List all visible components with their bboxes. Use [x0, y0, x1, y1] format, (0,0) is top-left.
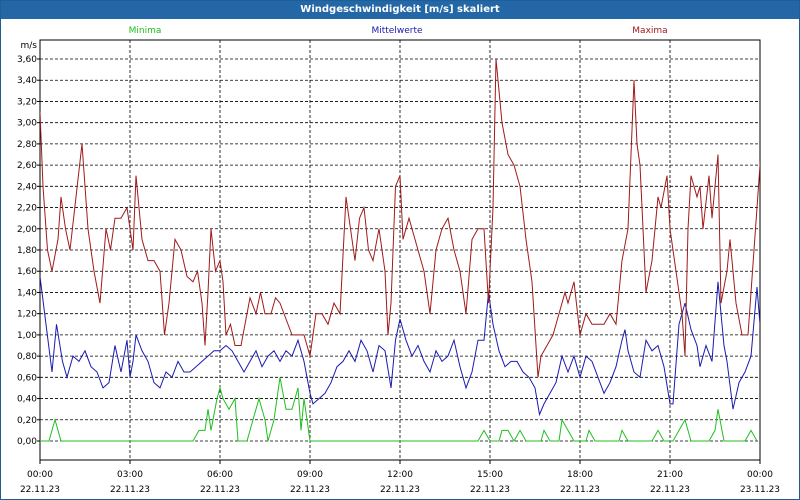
x-tick-date-label: 22.11.23	[470, 485, 510, 495]
y-tick-label: 1,20	[17, 310, 37, 320]
y-tick-label: 1,60	[17, 267, 37, 277]
x-tick-time-label: 12:00	[387, 470, 413, 480]
legend-minima: Minima	[129, 26, 162, 36]
x-tick-date-label: 22.11.23	[20, 485, 60, 495]
y-tick-label: 0,00	[17, 437, 37, 447]
legend-maxima: Maxima	[632, 26, 667, 36]
y-tick-label: 2,00	[17, 225, 37, 235]
y-tick-label: 1,40	[17, 288, 37, 298]
x-tick-time-label: 21:00	[657, 470, 683, 480]
series-line-maxima	[40, 58, 760, 378]
y-tick-label: 3,60	[17, 55, 37, 65]
y-tick-label: 2,60	[17, 161, 37, 171]
y-tick-label: 0,60	[17, 373, 37, 383]
x-tick-time-label: 15:00	[477, 470, 503, 480]
window-title: Windgeschwindigkeit [m/s] skaliert	[1, 1, 799, 19]
x-tick-time-label: 03:00	[117, 470, 143, 480]
y-tick-label: 3,00	[17, 119, 37, 129]
y-tick-label: 2,20	[17, 204, 37, 214]
legend-mittelwerte: Mittelwerte	[371, 26, 422, 36]
x-tick-time-label: 18:00	[567, 470, 593, 480]
y-tick-label: 3,40	[17, 76, 37, 86]
series-line-minima	[40, 377, 758, 443]
y-tick-label: 0,40	[17, 395, 37, 405]
x-tick-date-label: 22.11.23	[560, 485, 600, 495]
x-tick-time-label: 09:00	[297, 470, 323, 480]
y-axis-label: m/s	[21, 41, 38, 51]
x-tick-date-label: 22.11.23	[380, 485, 420, 495]
y-tick-label: 0,80	[17, 352, 37, 362]
x-tick-time-label: 06:00	[207, 470, 233, 480]
y-tick-label: 2,80	[17, 140, 37, 150]
y-tick-label: 1,00	[17, 331, 37, 341]
y-tick-label: 3,20	[17, 97, 37, 107]
y-tick-label: 1,80	[17, 246, 37, 256]
x-tick-time-label: 00:00	[27, 470, 53, 480]
x-tick-time-label: 00:00	[747, 470, 773, 480]
x-tick-date-label: 22.11.23	[650, 485, 690, 495]
series-line-mittelwerte	[40, 276, 760, 417]
x-tick-date-label: 22.11.23	[290, 485, 330, 495]
y-tick-label: 0,20	[17, 416, 37, 426]
x-tick-date-label: 23.11.23	[740, 485, 780, 495]
y-tick-label: 2,40	[17, 182, 37, 192]
x-tick-date-label: 22.11.23	[110, 485, 150, 495]
x-tick-date-label: 22.11.23	[200, 485, 240, 495]
